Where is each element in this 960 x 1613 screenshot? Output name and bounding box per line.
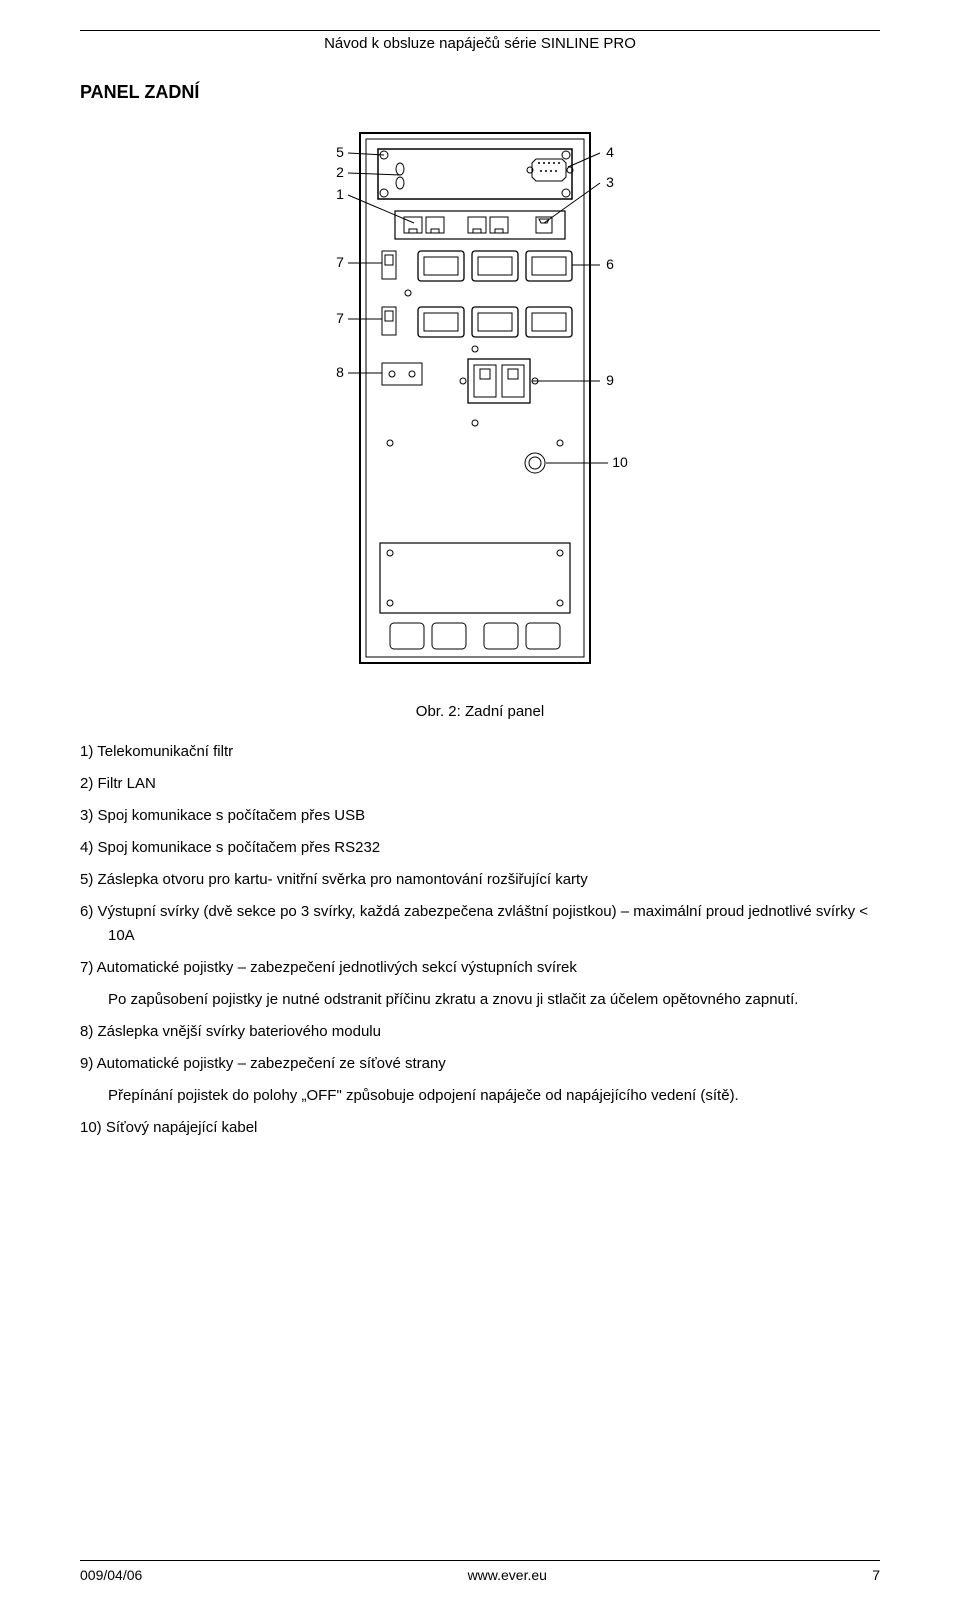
callout-9: 9 [606, 372, 614, 388]
list-item: 2) Filtr LAN [80, 772, 880, 796]
callout-2: 2 [336, 164, 344, 180]
callout-10: 10 [612, 454, 628, 470]
footer-right: 7 [872, 1567, 880, 1583]
footer: 009/04/06 www.ever.eu 7 [80, 1560, 880, 1583]
list-item: 1) Telekomunikační filtr [80, 740, 880, 764]
callout-4: 4 [606, 144, 614, 160]
callout-5: 5 [336, 144, 344, 160]
callout-1: 1 [336, 186, 344, 202]
callout-7a: 7 [336, 254, 344, 270]
rear-panel-svg: 5 2 1 7 7 8 4 3 6 9 [300, 123, 660, 683]
list-item: 7) Automatické pojistky – zabezpečení je… [80, 956, 880, 980]
callout-6: 6 [606, 256, 614, 272]
list-item: 9) Automatické pojistky – zabezpečení ze… [80, 1052, 880, 1076]
list-item: 4) Spoj komunikace s počítačem přes RS23… [80, 836, 880, 860]
list-subitem: Po zapůsobení pojistky je nutné odstrani… [108, 988, 880, 1012]
list-item: 3) Spoj komunikace s počítačem přes USB [80, 804, 880, 828]
list-item: 10) Síťový napájející kabel [80, 1116, 880, 1140]
list-item: 5) Záslepka otvoru pro kartu- vnitřní sv… [80, 868, 880, 892]
list-subitem: Přepínání pojistek do polohy „OFF" způso… [108, 1084, 880, 1108]
header-title: Návod k obsluze napáječů série SINLINE P… [80, 35, 880, 52]
list-item: 6) Výstupní svírky (dvě sekce po 3 svírk… [80, 900, 880, 948]
footer-center: www.ever.eu [468, 1567, 547, 1583]
section-title: PANEL ZADNÍ [80, 82, 880, 103]
callout-7b: 7 [336, 310, 344, 326]
figure-caption: Obr. 2: Zadní panel [80, 703, 880, 720]
page: Návod k obsluze napáječů série SINLINE P… [0, 0, 960, 1613]
legend-list: 1) Telekomunikační filtr 2) Filtr LAN 3)… [80, 740, 880, 1140]
footer-rule [80, 1560, 880, 1561]
footer-left: 009/04/06 [80, 1567, 142, 1583]
callout-3: 3 [606, 174, 614, 190]
header-rule [80, 30, 880, 31]
rear-panel-figure: 5 2 1 7 7 8 4 3 6 9 [80, 123, 880, 683]
callout-8: 8 [336, 364, 344, 380]
list-item: 8) Záslepka vnější svírky bateriového mo… [80, 1020, 880, 1044]
